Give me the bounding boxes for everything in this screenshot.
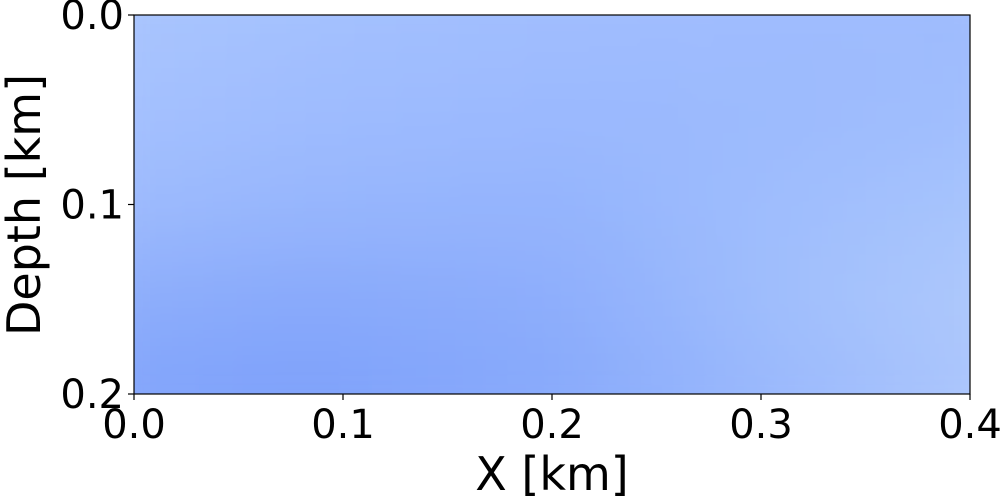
x-tick-label: 0.4 [938,402,1000,448]
x-tick-label: 0.3 [729,402,793,448]
x-tick-label: 0.0 [102,402,166,448]
heatmap-field [134,15,970,394]
y-tick-label: 0.2 [60,372,124,418]
y-tick-label: 0.0 [60,0,124,39]
heatmap-band-1 [134,62,970,158]
heatmap-band-4 [134,346,970,394]
x-axis-label: X [km] [475,447,628,500]
y-axis-label: Depth [km] [0,74,51,336]
heatmap-band-2 [134,157,970,252]
y-axis-ticks: 0.0 0.1 0.2 [60,0,134,418]
x-tick-label: 0.2 [520,402,584,448]
heatmap-band-0 [134,15,970,63]
heatmap-bands [134,15,970,394]
x-axis-ticks: 0.0 0.1 0.2 0.3 0.4 [102,394,1000,448]
heatmap-band-3 [134,251,970,347]
x-tick-label: 0.1 [311,402,375,448]
y-tick-label: 0.1 [60,183,124,229]
